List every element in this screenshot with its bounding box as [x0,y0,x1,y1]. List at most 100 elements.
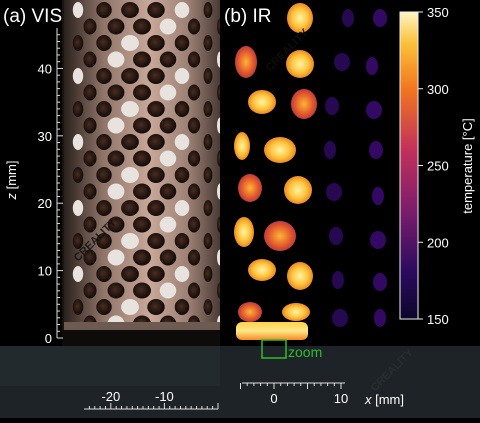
perforation-hole [107,249,125,266]
x-ticks-vis: -20 -10 [88,389,219,409]
ir-cool-spot [334,53,350,71]
perforation-hole [121,167,139,183]
ir-hot-spot [238,302,262,322]
ir-cool-spot [342,9,354,27]
perforation-hole [107,183,125,200]
perforation-hole [203,2,213,18]
perforation-hole [72,233,84,249]
z-tick-label: 40 [38,61,52,76]
perforation-hole [203,167,213,183]
z-tick-label: 10 [38,264,52,279]
perforation-hole [72,266,84,282]
perforation-hole [187,117,201,134]
perforation-hole [96,266,112,282]
z-axis-label: z [mm] [4,161,19,201]
perforation-hole [147,2,165,18]
perforation-hole [174,101,190,117]
x-tick-label-vis: -20 [101,389,120,404]
perforation-hole [174,35,190,51]
ir-cool-spot [326,183,342,201]
perforation-hole [147,68,165,84]
perforation-hole [107,216,125,233]
perforation-hole [133,51,151,68]
perforation-hole [159,84,177,101]
zoom-box [261,339,287,359]
ir-cool-spot [369,141,383,159]
perforation-hole [107,117,125,134]
perforation-hole [83,216,97,233]
perforation-hole [203,266,213,282]
ir-cool-spot [374,309,386,327]
x-tick-label-ir: 0 [270,391,277,406]
ir-cool-spot [332,271,344,289]
perforation-hole [147,200,165,216]
vis-panel [62,0,220,346]
perforation-hole [72,200,84,216]
colorbar-gradient [399,11,419,320]
colorbar-ticks: 350 300 250 200 150 [418,5,449,327]
ir-hot-spot [264,221,296,251]
x-axis-label: x [mm] [364,392,404,407]
perforation-hole [83,84,97,101]
perforation-hole [174,134,190,150]
ir-cool-spot [373,9,387,27]
perforation-hole [174,266,190,282]
perforation-hole [174,200,190,216]
perforation-hole [133,183,151,200]
perforation-hole [133,216,151,233]
perforation-hole [83,150,97,167]
perforation-hole [83,117,97,134]
perforation-hole [121,233,139,249]
perforation-hole [203,35,213,51]
vis-base-shadow [62,330,220,346]
panel-a-label: (a) VIS [3,6,62,27]
perforation-hole [96,101,112,117]
ir-hot-spot [282,303,310,321]
ir-hot-spot [248,259,276,281]
perforation-hole [147,167,165,183]
perforation-hole [217,249,220,266]
ir-hot-spot [291,89,317,119]
perforation-hole [159,117,177,134]
ir-hot-spot [248,90,276,114]
perforation-hole [203,299,213,315]
perforation-hole [72,2,84,18]
ir-cool-spot [366,101,382,119]
perforation-hole [96,299,112,315]
ir-hot-spot [287,3,313,33]
perforation-hole [203,233,213,249]
z-tick-label: 30 [38,129,52,144]
perforation-hole [83,249,97,266]
perforation-hole [217,183,220,200]
perforation-hole [159,183,177,200]
z-tick-label: 20 [38,196,52,211]
perforation-hole [159,282,177,299]
perforation-hole [121,68,139,84]
perforation-hole [107,84,125,101]
perforation-hole [147,299,165,315]
perforation-hole [96,167,112,183]
perforation-hole [96,134,112,150]
perforation-hole [217,18,220,35]
perforation-hole [96,2,112,18]
perforation-hole [72,134,84,150]
perforation-hole [187,249,201,266]
floor-left [0,346,220,386]
colorbar-tick-label: 200 [427,235,449,250]
sheet-bottom-edge [64,322,220,332]
perforation-hole [72,299,84,315]
perforation-hole [147,134,165,150]
panel-b-label: (b) IR [224,6,272,27]
perforation-hole [121,266,139,282]
z-axis: 0 10 20 30 40 z [mm] [4,28,63,346]
bottom-axis-vis: -20 -10 [84,389,219,410]
perforation-hole [147,101,165,117]
perforation-hole [217,117,220,134]
ir-hot-spot [284,176,312,204]
colorbar-tick-label: 350 [427,5,449,20]
ir-hot-spot [234,132,250,160]
ir-hot-spot [235,46,257,78]
perforation-hole [159,51,177,68]
perforation-hole [96,233,112,249]
